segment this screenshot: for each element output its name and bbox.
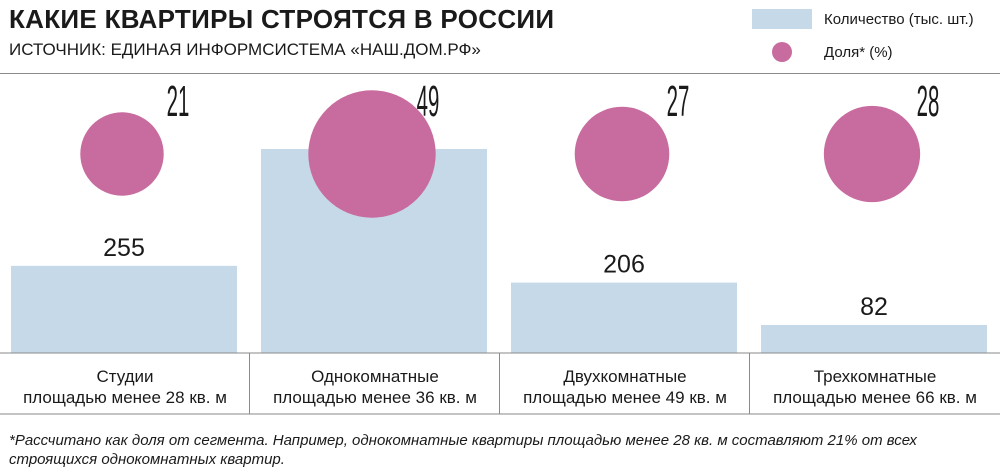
share-value-label: 28: [917, 78, 940, 127]
bar: [511, 282, 737, 353]
category-label-one-room: Однокомнатные площадью менее 36 кв. м: [273, 367, 477, 407]
category-divider: [249, 353, 250, 414]
share-value-label: 49: [417, 78, 440, 127]
share-circle: [308, 90, 436, 218]
legend-bar-swatch: [752, 9, 812, 29]
share-value-label: 27: [667, 78, 690, 127]
share-value-label: 21: [167, 78, 190, 127]
category-divider: [499, 353, 500, 414]
bar: [761, 324, 987, 353]
bar-value-label: 82: [860, 293, 888, 321]
bar: [11, 265, 237, 353]
share-circle: [574, 106, 670, 202]
category-label-studio: Студии площадью менее 28 кв. м: [23, 367, 227, 407]
bar-value-label: 206: [603, 251, 645, 279]
legend-item-share: Доля* (%): [752, 40, 893, 64]
chart-title: КАКИЕ КВАРТИРЫ СТРОЯТСЯ В РОССИИ: [9, 4, 555, 34]
category-label-three-room: Трехкомнатные площадью менее 66 кв. м: [773, 367, 977, 407]
legend-circle-swatch: [772, 42, 792, 62]
legend-item-count: Количество (тыс. шт.): [752, 7, 974, 31]
chart-source: ИСТОЧНИК: ЕДИНАЯ ИНФОРМСИСТЕМА «НАШ.ДОМ.…: [9, 40, 481, 59]
category-label-two-room: Двухкомнатные площадью менее 49 кв. м: [523, 367, 727, 407]
category-divider: [749, 353, 750, 414]
share-circle: [823, 105, 921, 203]
top-divider: [0, 73, 1000, 74]
legend-share-label: Доля* (%): [824, 43, 893, 61]
share-circle: [80, 112, 164, 196]
bar-value-label: 255: [103, 234, 145, 262]
legend-count-label: Количество (тыс. шт.): [824, 10, 974, 28]
footnote: *Рассчитано как доля от сегмента. Наприм…: [9, 432, 917, 468]
